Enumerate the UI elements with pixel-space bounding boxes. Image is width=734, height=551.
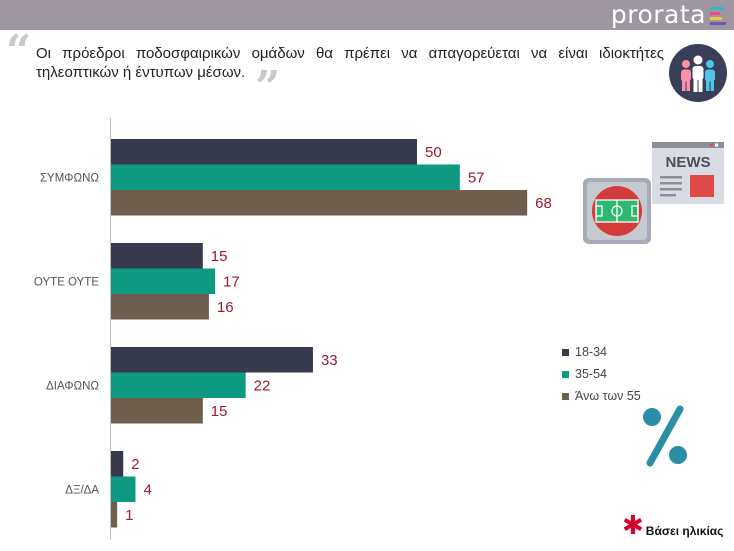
data-label: 15 [211, 403, 228, 420]
legend-swatch [562, 370, 569, 378]
legend-label: 18-34 [575, 345, 607, 359]
legend-item: Άνω των 55 [562, 385, 641, 407]
bar [111, 372, 246, 398]
bar [111, 502, 118, 528]
legend-label: Άνω των 55 [575, 389, 641, 403]
newspaper-icon: NEWS [652, 142, 724, 204]
legend-swatch [562, 392, 569, 400]
bar [111, 190, 528, 216]
data-label: 22 [254, 377, 271, 394]
question-text: Οι πρόεδροι ποδοσφαιρικών ομάδων θα πρέπ… [36, 45, 664, 81]
category-label: ΔΞ/ΔΑ [65, 484, 99, 496]
quote-close-icon: ” [255, 62, 281, 113]
bar [111, 294, 209, 320]
quote-open-icon: “ [6, 26, 32, 77]
legend-label: 35-54 [575, 367, 607, 381]
legend-item: 35-54 [562, 363, 641, 385]
category-label: ΣΥΜΦΩΝΩ [40, 172, 99, 184]
brand-name: prorata [610, 0, 706, 29]
brand-logo: prorata [611, 0, 726, 30]
bar [111, 347, 313, 373]
data-label: 15 [211, 248, 228, 265]
bar [111, 243, 203, 269]
top-bar: prorata [0, 0, 734, 30]
footnote: ✱ Βάσει ηλικίας [622, 511, 724, 541]
people-group-icon [669, 44, 727, 102]
category-label: ΔΙΑΦΩΝΩ [46, 380, 99, 392]
news-label: NEWS [666, 154, 711, 171]
footnote-text: Βάσει ηλικίας [645, 524, 724, 538]
bar [111, 164, 460, 190]
bar [111, 139, 417, 165]
data-label: 50 [425, 144, 442, 161]
legend-swatch [562, 348, 569, 356]
data-label: 33 [321, 352, 338, 369]
stadium-icon [583, 178, 651, 244]
data-label: 68 [535, 195, 552, 212]
bar [111, 398, 203, 424]
bar-chart: ΣΥΜΦΩΝΩ 50 57 68 ΟΥΤΕ ΟΥΤΕ 15 17 16 ΔΙΑΦΩΝΩ 33 22 1… [34, 118, 552, 540]
asterisk-icon: ✱ [622, 511, 644, 541]
legend-item: 18-34 [562, 341, 641, 363]
bar [111, 268, 216, 294]
data-label: 2 [131, 456, 139, 473]
brand-mark-icon [710, 7, 726, 25]
data-label: 57 [468, 169, 485, 186]
bar [111, 476, 136, 502]
bar [111, 451, 124, 477]
percent-icon [643, 405, 687, 467]
data-label: 1 [125, 507, 133, 524]
data-label: 4 [143, 481, 151, 498]
data-label: 17 [223, 273, 240, 290]
legend: 18-34 35-54 Άνω των 55 [562, 341, 641, 407]
data-label: 16 [217, 299, 234, 316]
category-label: ΟΥΤΕ ΟΥΤΕ [34, 276, 99, 288]
